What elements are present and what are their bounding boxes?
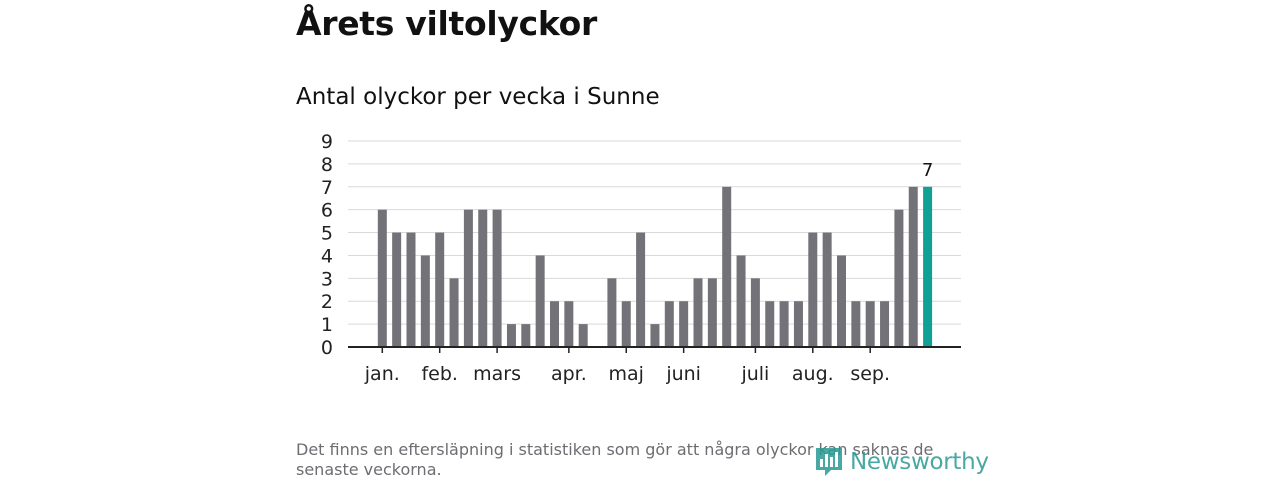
- bar: [435, 232, 445, 347]
- x-tick-label: aug.: [792, 363, 834, 385]
- bar: [894, 209, 904, 347]
- y-tick-label: 1: [321, 314, 333, 336]
- bar: [550, 301, 559, 347]
- x-tick-label: juni: [665, 363, 701, 385]
- bar: [463, 209, 473, 347]
- bar: [837, 255, 846, 347]
- bar: [808, 232, 818, 347]
- bar: [492, 209, 502, 347]
- y-tick-label: 9: [321, 131, 333, 153]
- x-tick-label: jan.: [364, 363, 400, 385]
- bar: [377, 209, 387, 347]
- newsworthy-logo: Newsworthy: [814, 444, 989, 480]
- bar: [578, 324, 588, 347]
- bar: [621, 301, 631, 347]
- chart-subtitle: Antal olyckor per vecka i Sunne: [296, 84, 660, 110]
- bar: [851, 301, 861, 347]
- bar: [693, 278, 703, 347]
- bar: [736, 255, 746, 347]
- bar: [880, 301, 890, 347]
- highlighted-bar: [923, 186, 933, 347]
- footnote: Det finns en eftersläpning i statistiken…: [296, 440, 934, 479]
- bar: [908, 186, 918, 347]
- y-tick-label: 8: [321, 154, 333, 176]
- bar: [779, 301, 789, 347]
- logo-text: Newsworthy: [850, 449, 989, 475]
- page-title: Årets viltolyckor: [296, 4, 597, 43]
- bar: [449, 278, 459, 347]
- bar: [478, 209, 488, 347]
- bar: [865, 301, 875, 347]
- bar: [650, 324, 660, 347]
- bar: [722, 186, 732, 347]
- y-tick-label: 5: [321, 223, 333, 245]
- bar: [406, 232, 416, 347]
- bar: [506, 324, 516, 347]
- bar: [793, 301, 803, 347]
- bar: [564, 301, 574, 347]
- bar: [707, 278, 717, 347]
- bar: [521, 324, 531, 347]
- bar: [607, 278, 617, 347]
- y-tick-label: 3: [321, 268, 333, 290]
- x-tick-label: apr.: [551, 363, 587, 385]
- newsworthy-chart-icon: [816, 448, 842, 476]
- bar: [822, 232, 832, 347]
- y-tick-label: 4: [321, 245, 333, 267]
- data-label: 7: [922, 160, 933, 181]
- x-tick-label: mars: [473, 363, 521, 385]
- bar: [679, 301, 689, 347]
- x-tick-label: sep.: [850, 363, 890, 385]
- bar: [664, 301, 674, 347]
- x-tick-label: maj: [609, 363, 644, 385]
- y-tick-label: 0: [321, 337, 333, 359]
- bar: [392, 232, 402, 347]
- bar: [765, 301, 775, 347]
- x-tick-label: juli: [740, 363, 769, 385]
- y-tick-label: 2: [321, 291, 333, 313]
- y-tick-label: 6: [321, 200, 333, 222]
- bar: [636, 232, 646, 347]
- bar: [750, 278, 760, 347]
- bar: [535, 255, 545, 347]
- bar: [420, 255, 430, 347]
- x-tick-label: feb.: [421, 363, 457, 385]
- y-tick-label: 7: [321, 177, 333, 199]
